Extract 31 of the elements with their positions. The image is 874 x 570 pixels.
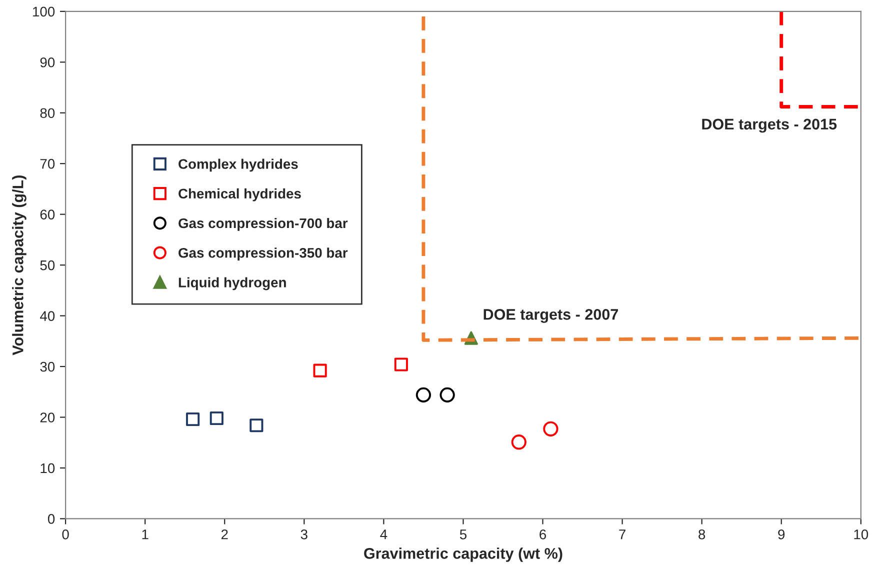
x-tick-label: 6 — [540, 529, 546, 540]
x-tick-label: 2 — [221, 529, 228, 540]
legend-label: Gas compression-350 bar — [178, 248, 348, 261]
legend-label: Chemical hydrides — [178, 188, 301, 202]
x-tick-label: 10 — [854, 529, 868, 540]
y-axis-title: Volumetric capacity (g/L) — [12, 176, 26, 356]
legend-label: Liquid hydrogen — [178, 277, 286, 290]
y-tick-label: 30 — [40, 362, 55, 372]
x-axis-title: Gravimetric capacity (wt %) — [364, 548, 562, 562]
x-tick-label: 4 — [380, 530, 388, 540]
y-tick-label: 20 — [40, 412, 55, 422]
y-tick-label: 10 — [40, 463, 55, 474]
annotation: DOE targets - 2007 — [484, 308, 618, 323]
y-tick-label: 80 — [40, 108, 55, 118]
x-tick-label: 5 — [460, 530, 466, 540]
y-tick-label: 90 — [40, 57, 55, 68]
x-tick-label: 7 — [619, 530, 626, 540]
y-tick-label: 50 — [40, 260, 55, 270]
x-tick-label: 9 — [778, 529, 785, 540]
y-tick-label: 70 — [40, 158, 55, 169]
y-tick-label: 0 — [48, 514, 55, 524]
x-tick-label: 1 — [142, 530, 148, 540]
y-tick-label: 60 — [40, 210, 55, 220]
y-tick-label: 100 — [33, 6, 55, 17]
x-tick-label: 3 — [300, 529, 308, 540]
x-tick-label: 8 — [698, 529, 706, 540]
y-tick-label: 40 — [40, 311, 55, 321]
legend-label: Gas compression-700 bar — [178, 218, 348, 231]
x-tick-label: 0 — [62, 529, 69, 540]
annotation: DOE targets - 2015 — [702, 118, 837, 133]
legend-label: Complex hydrides — [178, 158, 298, 172]
